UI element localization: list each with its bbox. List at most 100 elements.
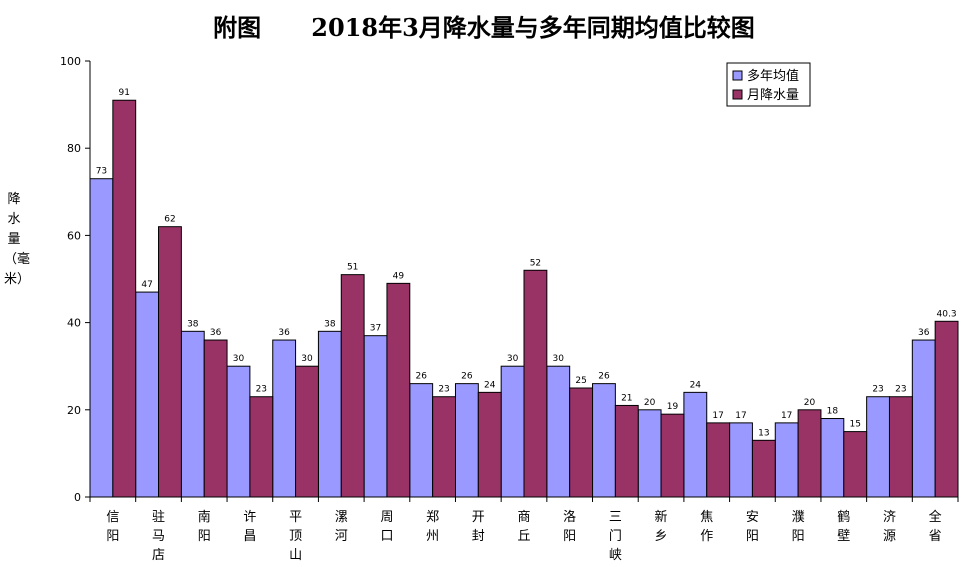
bar-average-7	[409, 383, 434, 498]
bar-average-15	[774, 422, 799, 498]
data-label-rainfall-4: 30	[301, 354, 313, 364]
y-axis-label: 降水量（毫米）	[4, 192, 31, 287]
bar-average-6	[363, 335, 388, 498]
x-tick-label: 洛阳	[563, 510, 576, 544]
data-label-rainfall-10: 25	[575, 376, 586, 386]
data-label-average-5: 38	[324, 319, 336, 329]
legend-swatch-rainfall	[732, 89, 743, 100]
bar-average-10	[546, 365, 571, 498]
x-tick-label: 三门峡	[609, 510, 622, 563]
data-label-average-12: 20	[644, 398, 656, 408]
bar-average-13	[683, 391, 708, 498]
data-label-average-7: 26	[415, 372, 427, 382]
bar-average-8	[454, 383, 479, 498]
y-tick-label: 80	[67, 142, 81, 155]
bar-rainfall-17	[888, 396, 913, 498]
x-tick-label: 许昌	[243, 510, 256, 544]
chart-title: 附图 2018年3月降水量与多年同期均值比较图	[213, 13, 755, 42]
legend-swatch-average	[732, 70, 743, 81]
data-label-rainfall-17: 23	[895, 385, 906, 395]
bar-rainfall-16	[843, 431, 868, 498]
x-tick-label: 开封	[472, 510, 485, 544]
data-label-rainfall-9: 52	[530, 258, 541, 268]
bar-rainfall-5	[340, 274, 365, 498]
bar-average-4	[272, 339, 297, 498]
x-tick-label: 周口	[380, 510, 393, 544]
x-tick-label: 济源	[883, 510, 896, 544]
x-tick-label: 平顶山	[289, 510, 302, 563]
data-label-rainfall-15: 20	[804, 398, 816, 408]
x-tick-label: 濮阳	[792, 510, 805, 544]
bar-average-3	[226, 365, 251, 498]
data-label-rainfall-1: 62	[164, 215, 175, 225]
bar-rainfall-6	[386, 282, 411, 498]
y-tick-label: 100	[60, 55, 81, 68]
bar-average-17	[866, 396, 890, 498]
y-tick-label: 20	[67, 404, 81, 417]
x-tick-label: 驻马店	[152, 510, 165, 563]
y-tick-label: 0	[74, 491, 81, 504]
bar-average-2	[180, 330, 205, 498]
data-label-rainfall-6: 49	[393, 271, 405, 281]
y-tick-label: 60	[67, 229, 81, 242]
bar-rainfall-11	[614, 404, 639, 498]
bars-group	[89, 99, 959, 498]
bar-rainfall-4	[295, 365, 319, 498]
bar-rainfall-13	[706, 422, 731, 498]
x-tick-label: 南阳	[198, 509, 211, 544]
bar-rainfall-1	[158, 226, 182, 498]
data-label-rainfall-11: 21	[621, 393, 632, 403]
bar-rainfall-10	[569, 387, 594, 498]
bar-average-18	[911, 339, 936, 498]
bar-rainfall-9	[523, 269, 548, 498]
bar-rainfall-3	[249, 396, 274, 498]
y-tick-label: 40	[67, 317, 81, 330]
bar-average-1	[135, 291, 160, 498]
data-label-average-13: 24	[690, 380, 702, 390]
bar-rainfall-8	[477, 391, 502, 498]
x-tick-label: 漯河	[335, 510, 348, 544]
bar-rainfall-12	[660, 413, 685, 498]
bar-rainfall-18	[934, 320, 959, 498]
data-label-rainfall-14: 13	[758, 428, 769, 438]
data-label-rainfall-16: 15	[849, 420, 860, 430]
data-label-rainfall-7: 23	[438, 385, 449, 395]
x-tick-label: 全省	[929, 509, 942, 544]
data-label-rainfall-13: 17	[712, 411, 723, 421]
x-tick-label: 商丘	[517, 510, 530, 544]
bar-average-14	[729, 422, 753, 498]
bar-average-9	[500, 365, 525, 498]
data-label-rainfall-0: 91	[119, 88, 130, 98]
data-label-average-10: 30	[553, 354, 565, 364]
data-label-average-8: 26	[461, 372, 473, 382]
data-label-average-11: 26	[598, 372, 610, 382]
data-label-average-14: 17	[735, 411, 746, 421]
data-label-rainfall-18: 40.3	[937, 309, 957, 319]
data-label-average-17: 23	[872, 385, 883, 395]
bar-average-11	[592, 383, 616, 498]
data-label-average-1: 47	[141, 280, 152, 290]
data-label-average-3: 30	[233, 354, 245, 364]
legend-label-average: 多年均值	[747, 68, 799, 84]
x-tick-label: 新乡	[655, 509, 668, 544]
bar-average-0	[89, 178, 114, 498]
legend-label-rainfall: 月降水量	[747, 88, 799, 103]
x-tick-label: 郑州	[426, 510, 439, 544]
bar-average-5	[317, 330, 342, 498]
data-label-average-16: 18	[827, 407, 839, 417]
x-tick-label: 安阳	[746, 510, 759, 544]
x-tick-label: 焦作	[700, 510, 713, 544]
data-label-rainfall-2: 36	[210, 328, 222, 338]
data-label-rainfall-8: 24	[484, 380, 496, 390]
bar-rainfall-2	[203, 339, 228, 498]
data-label-average-2: 38	[187, 319, 199, 329]
bar-rainfall-7	[432, 396, 456, 498]
data-label-average-6: 37	[370, 324, 381, 334]
bar-average-16	[820, 418, 845, 498]
data-label-average-0: 73	[96, 167, 107, 177]
data-label-average-4: 36	[278, 328, 290, 338]
bar-rainfall-0	[112, 99, 137, 498]
